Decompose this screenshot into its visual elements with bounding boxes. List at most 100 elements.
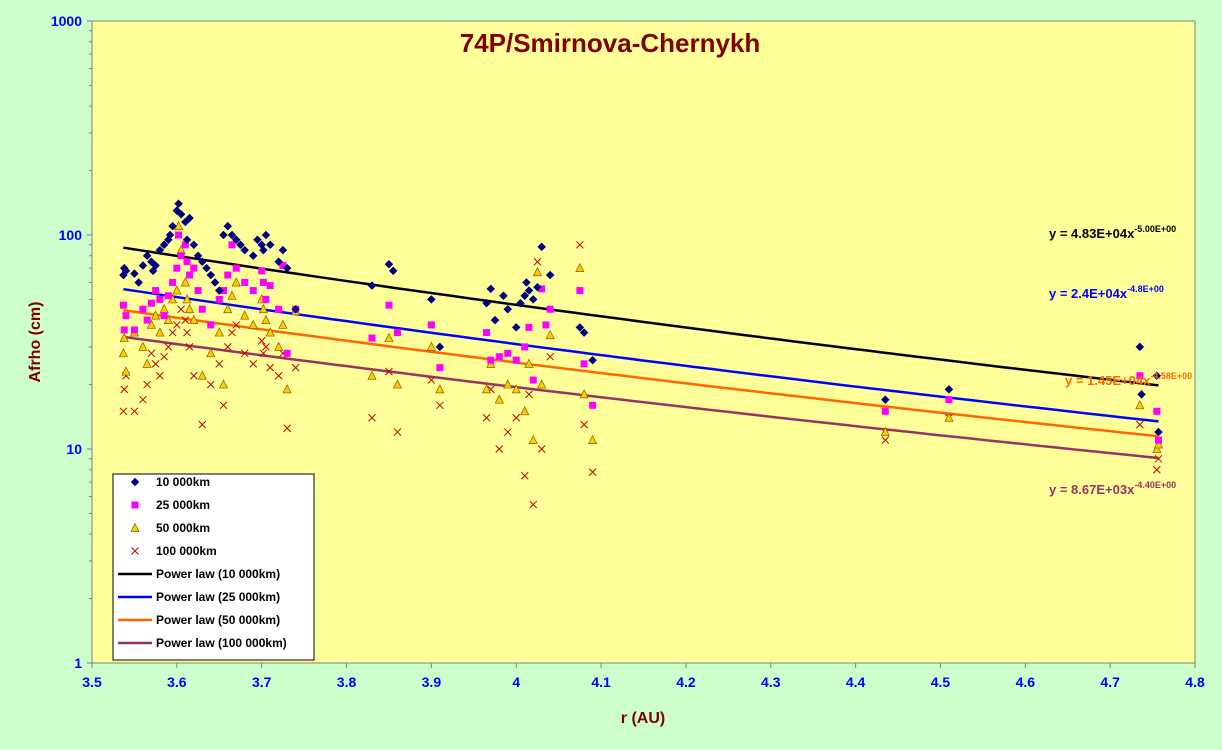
data-point <box>393 428 402 436</box>
data-point <box>538 285 546 293</box>
data-point <box>576 240 584 249</box>
data-point <box>427 295 436 304</box>
data-point <box>545 329 555 340</box>
data-point <box>181 241 189 249</box>
data-point <box>1154 454 1163 463</box>
data-point <box>1155 436 1163 444</box>
data-point <box>177 252 185 260</box>
data-point <box>283 424 291 433</box>
equation-base: y = 8.67E+03x <box>1049 482 1135 497</box>
data-point <box>214 286 224 295</box>
data-point <box>232 321 241 329</box>
data-point <box>282 384 292 394</box>
data-point <box>495 445 504 453</box>
x-tick-label: 3.8 <box>337 674 357 690</box>
data-point <box>1135 342 1145 352</box>
trendline-equation: y = 1.45E+04x-4.58E+00 <box>1065 371 1192 388</box>
data-point <box>512 356 520 364</box>
data-point <box>183 328 191 337</box>
x-tick-label: 3.9 <box>422 674 442 690</box>
data-point <box>259 278 267 286</box>
data-point <box>190 264 198 272</box>
data-point <box>384 332 394 342</box>
data-point <box>533 282 542 292</box>
data-point <box>253 235 262 245</box>
trendline <box>123 308 1159 438</box>
x-tick-label: 4.6 <box>1016 674 1036 690</box>
data-point <box>436 364 444 372</box>
data-point <box>173 264 181 272</box>
y-tick-label: 100 <box>59 227 83 243</box>
data-point <box>142 358 152 368</box>
data-point <box>197 370 207 380</box>
data-point <box>579 389 589 399</box>
data-point <box>545 270 555 280</box>
data-point <box>275 305 283 313</box>
data-point <box>206 380 215 389</box>
data-point <box>546 305 554 313</box>
data-point <box>436 401 444 410</box>
data-point <box>499 291 508 301</box>
data-point <box>143 380 152 389</box>
data-point <box>173 220 184 230</box>
data-point <box>240 349 249 358</box>
data-point <box>152 287 160 295</box>
data-point <box>155 245 165 255</box>
data-point <box>1153 439 1164 449</box>
data-point <box>504 349 512 357</box>
data-point <box>503 379 513 389</box>
data-point <box>227 290 237 300</box>
data-point <box>228 241 236 249</box>
data-point <box>120 385 129 394</box>
equation-base: y = 2.4E+04x <box>1049 286 1128 301</box>
data-point <box>121 366 131 376</box>
data-point <box>164 343 173 351</box>
data-point <box>279 262 287 270</box>
x-tick-label: 3.5 <box>82 674 102 690</box>
data-point <box>525 390 533 399</box>
legend-label: 10 000km <box>156 475 210 489</box>
axes: 3.5 3.6 3.7 3.8 3.9 4 4.1 4.2 4.3 4.4 4.5 4.6 4.7 4.8… <box>51 13 1205 690</box>
data-point <box>189 371 198 380</box>
equation-base: y = 1.45E+04x <box>1065 373 1151 388</box>
data-point <box>262 295 270 303</box>
data-point <box>278 319 288 329</box>
data-point <box>265 240 275 250</box>
data-point <box>588 355 597 365</box>
data-point <box>537 445 546 453</box>
data-point <box>579 328 589 337</box>
y-tick-label: 10 <box>66 441 82 457</box>
data-point <box>588 434 598 444</box>
x-tick-label: 3.6 <box>167 674 187 690</box>
data-point <box>214 327 224 337</box>
data-point <box>521 343 529 351</box>
data-point <box>532 266 543 277</box>
data-point <box>1136 372 1144 380</box>
equation-base: y = 4.83E+04x <box>1049 226 1135 241</box>
data-point <box>274 341 284 351</box>
data-point <box>119 332 129 342</box>
data-point <box>215 295 223 303</box>
data-point <box>259 245 268 255</box>
data-point <box>537 242 547 252</box>
data-point <box>1152 465 1161 474</box>
data-point <box>528 434 538 444</box>
data-point <box>1152 371 1162 381</box>
data-point <box>580 360 588 368</box>
data-point <box>215 359 224 368</box>
data-point <box>232 264 240 272</box>
data-point <box>580 420 588 429</box>
data-point <box>198 305 206 313</box>
data-point <box>487 356 495 364</box>
data-point <box>494 394 504 404</box>
data-point <box>130 269 139 278</box>
y-tick-label: 1000 <box>51 13 82 29</box>
data-point <box>121 266 131 276</box>
data-point <box>130 326 138 334</box>
data-point <box>495 353 503 361</box>
data-point <box>231 277 241 287</box>
data-point <box>206 348 216 358</box>
data-point <box>575 262 585 272</box>
data-point <box>143 316 151 324</box>
data-point <box>503 428 512 436</box>
